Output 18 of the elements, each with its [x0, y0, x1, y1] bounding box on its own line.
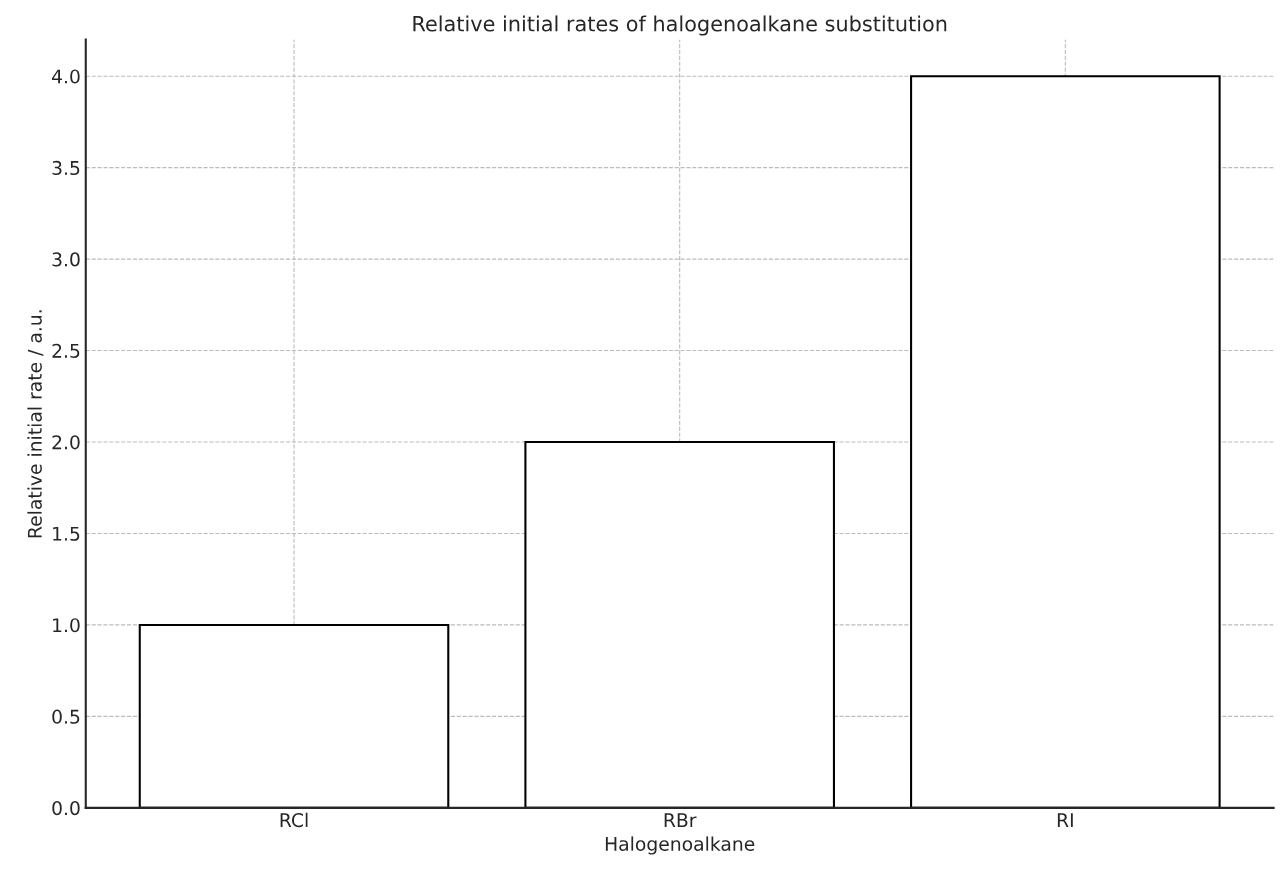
chart-title: Relative initial rates of halogenoalkane substitution: [413, 15, 947, 36]
y-tick-label: 2.0: [52, 435, 80, 450]
bar: [910, 75, 1221, 808]
bar: [524, 440, 835, 808]
y-tick-label: 0.0: [52, 801, 80, 816]
x-axis-title: Halogenoalkane: [605, 836, 755, 855]
y-tick-label: 1.0: [53, 618, 80, 633]
y-tick-label: 3.5: [52, 160, 80, 176]
y-axis-title: Relative initial rate / a.u.: [27, 310, 44, 538]
x-tick-label: RBr: [664, 813, 697, 827]
y-tick-label: 3.0: [52, 252, 80, 267]
bar: [138, 623, 450, 808]
y-tick-label: 2.5: [52, 343, 80, 358]
y-tick-label: 1.5: [53, 526, 80, 541]
y-tick-label: 4.0: [52, 69, 80, 84]
x-tick-label: RCl: [280, 812, 308, 828]
x-tick-label: RI: [1057, 813, 1073, 827]
y-tick-label: 0.5: [52, 709, 80, 724]
